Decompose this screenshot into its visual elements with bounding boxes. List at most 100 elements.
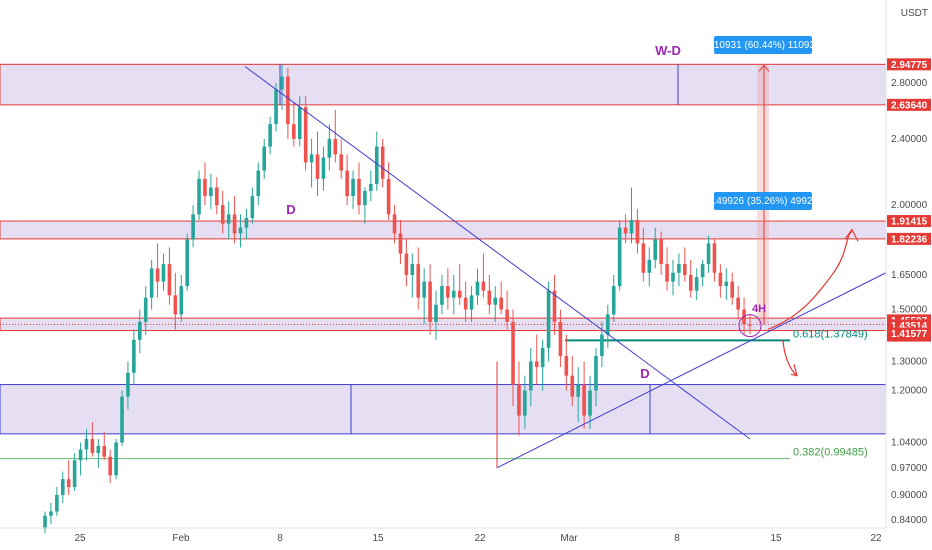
candle-body bbox=[226, 214, 231, 224]
price-label-3: 1.82236 bbox=[891, 234, 928, 245]
candle-body bbox=[374, 146, 379, 184]
candle-body bbox=[641, 243, 646, 273]
candle-body bbox=[558, 321, 563, 356]
price-axis-panel[interactable] bbox=[886, 0, 932, 550]
candle-body bbox=[629, 219, 634, 234]
candle-body bbox=[606, 314, 610, 335]
candle-body bbox=[369, 183, 373, 191]
price-label-2: 1.91415 bbox=[891, 217, 928, 228]
candle-body bbox=[528, 361, 533, 391]
candle-body bbox=[404, 253, 409, 275]
candle-body bbox=[167, 264, 172, 296]
candle-body bbox=[392, 214, 397, 234]
candle-body bbox=[351, 178, 355, 197]
candle-body bbox=[422, 281, 426, 298]
pattern-label-4h: 4H bbox=[752, 303, 766, 315]
candle-body bbox=[309, 154, 314, 163]
candle-body bbox=[244, 218, 249, 228]
candle-body bbox=[694, 277, 699, 291]
candle-body bbox=[600, 334, 604, 356]
fib-618-label: 0.618(1.37849) bbox=[793, 328, 868, 340]
candle-body bbox=[173, 295, 178, 315]
candle-body bbox=[55, 494, 59, 512]
measure-callout-1-bg bbox=[714, 36, 812, 54]
candle-body bbox=[718, 272, 723, 287]
candle-body bbox=[155, 268, 160, 282]
price-box-3 bbox=[887, 232, 931, 245]
candle-body bbox=[463, 297, 468, 310]
candle-body bbox=[327, 138, 332, 158]
x-tick-4: 22 bbox=[474, 533, 486, 544]
price-axis[interactable]: USDT 2.80000 2.40000 2.00000 1.65000 1.50000 1… bbox=[885, 0, 932, 550]
candle-body bbox=[280, 76, 284, 90]
candle-body bbox=[60, 479, 65, 495]
candle-body bbox=[481, 281, 486, 291]
price-box-1 bbox=[887, 98, 931, 111]
candle-body bbox=[440, 286, 444, 305]
candle-body bbox=[120, 396, 124, 443]
candle-body bbox=[161, 264, 166, 282]
candle-body bbox=[748, 324, 752, 326]
candle-body bbox=[730, 281, 735, 298]
fib-382-label: 0.382(0.99485) bbox=[793, 447, 868, 459]
candle-body bbox=[576, 384, 580, 397]
candle-body bbox=[688, 274, 693, 291]
pattern-label-d2: D bbox=[640, 366, 649, 381]
x-tick-8: 22 bbox=[870, 533, 882, 544]
candle-body bbox=[185, 239, 189, 287]
candle-body bbox=[315, 154, 320, 179]
candle-body bbox=[457, 290, 462, 298]
highlight-circle bbox=[738, 314, 762, 338]
measure-callout-2: 0.49926 (35.26%) 49926 bbox=[708, 196, 819, 207]
price-label-5: 1.43514 bbox=[891, 321, 928, 332]
candle-body bbox=[653, 239, 658, 260]
candle-body bbox=[446, 286, 450, 298]
candle-body bbox=[179, 286, 184, 315]
x-tick-1: Feb bbox=[172, 533, 190, 544]
y-tick-4: 1.50000 bbox=[891, 305, 928, 316]
candle-body bbox=[677, 264, 681, 273]
time-axis[interactable]: 25 Feb 8 15 22 Mar 8 15 22 bbox=[0, 527, 886, 544]
candle-body bbox=[659, 239, 663, 265]
bearish-projection bbox=[782, 339, 798, 377]
candle-body bbox=[132, 339, 136, 373]
candle-body bbox=[43, 515, 47, 529]
candle-body bbox=[345, 170, 349, 197]
x-tick-6: 8 bbox=[674, 533, 680, 544]
y-tick-9: 0.90000 bbox=[891, 490, 928, 501]
candle-body bbox=[203, 178, 207, 197]
x-tick-3: 15 bbox=[372, 533, 384, 544]
candle-body bbox=[493, 297, 498, 305]
candle-body bbox=[570, 375, 575, 397]
candle-body bbox=[250, 196, 255, 219]
candle-body bbox=[611, 286, 616, 315]
unit-label: USDT bbox=[901, 8, 928, 19]
candle-body bbox=[380, 146, 385, 179]
candle-body bbox=[647, 259, 652, 273]
candle-body bbox=[398, 233, 403, 254]
candle-body bbox=[683, 264, 687, 275]
candle-body bbox=[635, 219, 640, 244]
candle-body bbox=[262, 146, 267, 171]
candle-body bbox=[564, 355, 569, 376]
bearish-arrowhead bbox=[790, 364, 798, 377]
candle-body bbox=[114, 442, 118, 476]
candle-body bbox=[321, 157, 326, 179]
candle-body bbox=[428, 281, 432, 322]
y-tick-6: 1.20000 bbox=[891, 386, 928, 397]
x-tick-0: 25 bbox=[74, 533, 86, 544]
candle-body bbox=[333, 138, 338, 155]
candle-body bbox=[96, 445, 101, 454]
candle-body bbox=[339, 154, 344, 171]
price-label-0: 2.94775 bbox=[891, 60, 928, 71]
candle-body bbox=[84, 439, 89, 450]
candle-body bbox=[523, 390, 527, 416]
candle-body bbox=[143, 297, 148, 322]
candle-body bbox=[534, 361, 539, 368]
y-tick-5: 1.30000 bbox=[891, 356, 928, 367]
y-tick-8: 0.97000 bbox=[891, 463, 928, 474]
price-box-0 bbox=[887, 58, 931, 71]
candle-body bbox=[72, 460, 77, 487]
candle-body bbox=[220, 205, 225, 224]
